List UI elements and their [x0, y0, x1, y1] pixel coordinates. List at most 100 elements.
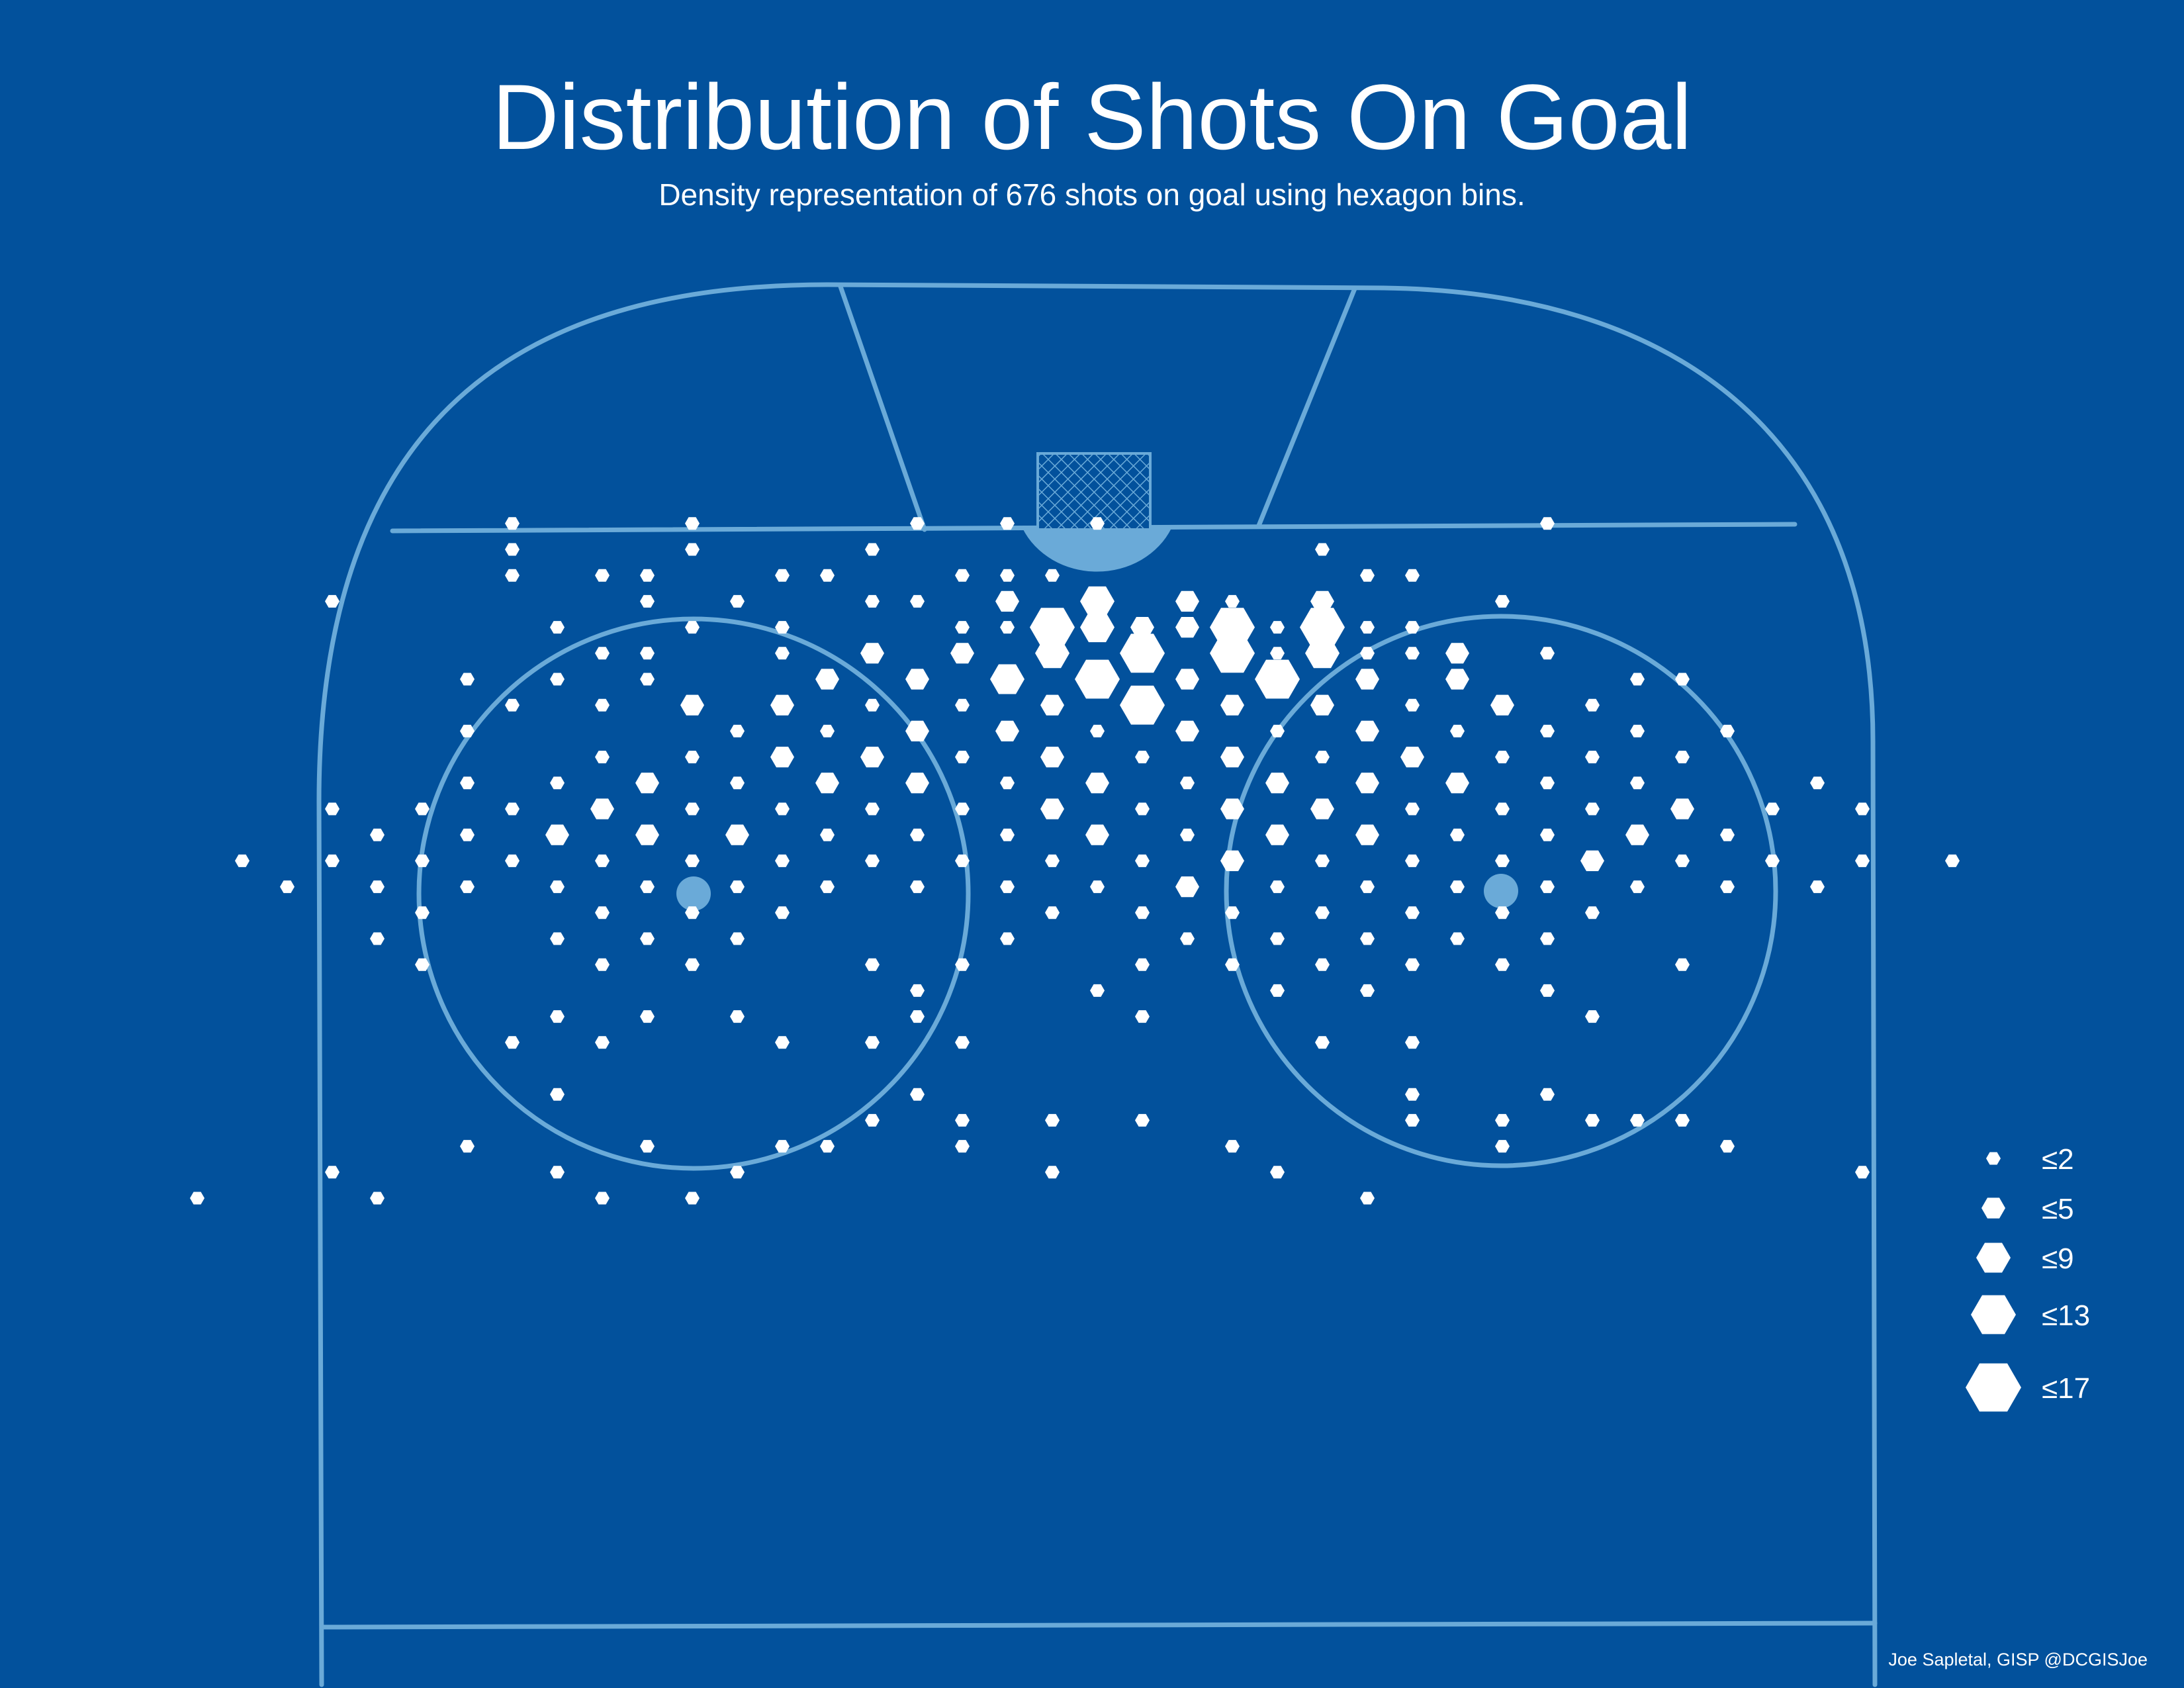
hexbin-mark [910, 984, 925, 997]
hexbin-mark [595, 1036, 610, 1049]
hexbin-mark [1045, 906, 1060, 919]
hexbin-mark [1220, 747, 1244, 768]
hexbin-mark [725, 824, 749, 845]
hexbin-mark [1405, 698, 1420, 712]
hexbin-mark [905, 720, 929, 741]
hexbin-mark [1270, 932, 1285, 945]
legend-hexagon [1976, 1243, 2011, 1273]
legend-item: ≤2 [1986, 1143, 2074, 1176]
faceoff-circle-right [1224, 614, 1778, 1168]
hexbin-mark [1585, 1010, 1600, 1023]
hexbin-mark [1270, 647, 1285, 660]
hexbin-mark [820, 1140, 835, 1153]
hexbin-mark [865, 594, 880, 608]
hexbin-mark [1315, 906, 1330, 919]
hexbin-mark [1090, 724, 1105, 737]
hexbin-mark [1120, 633, 1165, 673]
hexbin-mark [505, 1036, 520, 1049]
hexbin-mark [550, 1166, 565, 1179]
hexbin-mark [865, 698, 880, 712]
hexbin-mark [640, 880, 655, 894]
hexbin-mark [1220, 694, 1244, 716]
hexbin-mark [1945, 854, 1960, 867]
hexbin-mark [595, 854, 610, 867]
hexbin-mark [910, 880, 925, 894]
hexbin-mark [685, 958, 700, 971]
hexbin-mark [1085, 824, 1109, 845]
hexbin-mark [1540, 647, 1555, 660]
hexbin-mark [1540, 880, 1555, 894]
hexbin-mark [775, 621, 790, 634]
hexbin-mark [550, 621, 565, 634]
hexbin-mark [1675, 673, 1690, 686]
hexbin-mark [280, 880, 295, 894]
hexbin-mark [1255, 659, 1300, 699]
hexbin-mark [460, 828, 475, 841]
hexbin-mark [1360, 569, 1375, 582]
hexbin-mark [685, 854, 700, 867]
hexbin-mark [1000, 776, 1015, 790]
hexbin-mark [1495, 594, 1510, 608]
hexbin-mark [1315, 958, 1330, 971]
hexbin-mark [1675, 1113, 1690, 1127]
hexbin-mark [415, 958, 430, 971]
hexbin-mark [995, 720, 1019, 741]
hexbin-mark [1405, 1088, 1420, 1101]
hexbin-mark [1270, 984, 1285, 997]
hexbin-mark [730, 932, 745, 945]
hexbin-mark [640, 1010, 655, 1023]
hexbin-mark [415, 854, 430, 867]
hexbin-mark [505, 802, 520, 816]
trapezoid-left [838, 284, 927, 532]
hexbin-mark [1080, 586, 1115, 616]
hexbin-mark [1670, 798, 1694, 820]
hexbin-mark [640, 647, 655, 660]
legend-item: ≤17 [1966, 1363, 2090, 1412]
hexbin-mark [1220, 798, 1244, 820]
legend-hexagon [1986, 1152, 2001, 1165]
hexbin-mark [1720, 828, 1735, 841]
hexbin-mark [955, 1113, 970, 1127]
hexbin-mark [1135, 906, 1150, 919]
hexbin-mark [595, 906, 610, 919]
hexbin-mark [505, 543, 520, 556]
hexbin-mark [1310, 798, 1334, 820]
hexbin-mark [685, 517, 700, 530]
hexbin-mark [1030, 608, 1075, 647]
hexbin-mark [550, 776, 565, 790]
hexbin-mark [1315, 751, 1330, 764]
hexbin-mark [545, 824, 569, 845]
hexbin-mark [1300, 608, 1345, 647]
hexbin-mark [1540, 776, 1555, 790]
hexbin-mark [1075, 659, 1120, 699]
hexbin-mark [815, 773, 839, 794]
credit-text: Joe Sapletal, GISP @DCGISJoe [1888, 1650, 2148, 1669]
hexbin-mark [1315, 543, 1330, 556]
hexbin-mark [820, 569, 835, 582]
hexbin-mark [1270, 724, 1285, 737]
hexbin-mark [955, 1036, 970, 1049]
hexbin-mark [1360, 1192, 1375, 1205]
hexbin-mark [1090, 880, 1105, 894]
hexbin-mark [635, 824, 659, 845]
hexbin-mark [955, 698, 970, 712]
hexbin-mark [1135, 1010, 1150, 1023]
hexbin-mark [1040, 798, 1064, 820]
hexbin-mark [685, 1192, 700, 1205]
hexbin-mark [1355, 824, 1379, 845]
hexbin-mark [865, 854, 880, 867]
hexbin-mark [1225, 1140, 1240, 1153]
hexbin-mark [595, 647, 610, 660]
hexbin-mark [1265, 824, 1289, 845]
hexbin-mark [1090, 984, 1105, 997]
hexbin-mark [995, 590, 1019, 612]
hexbin-mark [1000, 569, 1015, 582]
hexbin-mark [775, 1140, 790, 1153]
hexbin-mark [1495, 906, 1510, 919]
hexbin-mark [1405, 802, 1420, 816]
hexbin-mark [1360, 932, 1375, 945]
hexbin-mark [1040, 747, 1064, 768]
hexbin-mark [865, 1113, 880, 1127]
hexbin-mark [910, 828, 925, 841]
